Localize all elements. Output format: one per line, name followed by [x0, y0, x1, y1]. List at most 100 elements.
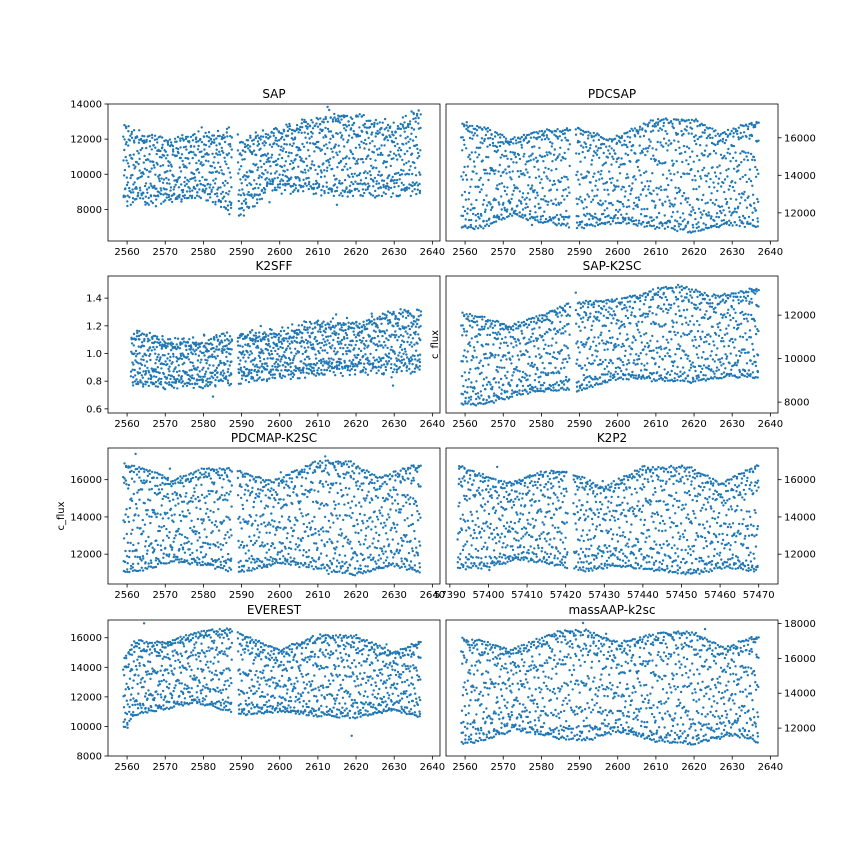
data-point [175, 154, 178, 157]
data-point [320, 360, 323, 363]
data-point [151, 201, 154, 205]
data-point [351, 123, 354, 127]
data-point [372, 356, 375, 359]
data-point [380, 344, 383, 347]
data-point [499, 174, 503, 178]
data-point [328, 360, 331, 363]
data-point [519, 137, 522, 140]
data-point [218, 134, 221, 138]
data-point [526, 205, 529, 209]
data-point [287, 373, 290, 376]
data-point [509, 138, 513, 141]
data-point [618, 172, 622, 175]
data-point [616, 217, 619, 220]
data-point [493, 324, 497, 327]
data-point [625, 143, 628, 147]
data-point [331, 120, 335, 123]
data-point [655, 225, 659, 229]
data-point [150, 184, 153, 187]
data-point [378, 356, 381, 359]
data-point [189, 348, 192, 351]
data-point [303, 346, 306, 349]
data-point [282, 329, 286, 333]
data-point [274, 139, 277, 142]
data-point [690, 118, 694, 122]
data-point [411, 354, 414, 357]
data-point [284, 356, 287, 360]
data-point [473, 321, 477, 324]
data-point [152, 160, 155, 164]
data-point [673, 139, 676, 142]
data-point [273, 373, 276, 376]
data-point [403, 127, 406, 130]
data-point [283, 138, 286, 141]
data-point [579, 128, 583, 132]
data-point [283, 339, 286, 342]
data-point [353, 354, 356, 357]
data-point [485, 343, 488, 346]
data-point [157, 338, 160, 341]
data-point [291, 375, 295, 379]
data-point [687, 147, 691, 150]
data-point [363, 362, 366, 365]
data-point [467, 378, 470, 381]
data-point [707, 172, 710, 175]
data-point [497, 354, 500, 357]
data-point [466, 126, 470, 129]
data-point [515, 142, 518, 145]
data-point [161, 136, 164, 139]
data-point [320, 188, 323, 192]
data-point [525, 168, 528, 171]
data-point [351, 152, 354, 156]
data-point [329, 157, 332, 160]
data-point [591, 217, 594, 220]
data-point [743, 225, 746, 229]
data-point [178, 347, 182, 350]
data-point [315, 362, 319, 365]
data-point [467, 155, 470, 159]
data-point [276, 365, 279, 369]
data-point [369, 173, 372, 177]
data-point [475, 397, 478, 401]
data-point [500, 208, 503, 211]
data-point [245, 171, 249, 174]
data-point [529, 136, 533, 139]
data-point [222, 345, 225, 348]
data-point [265, 368, 269, 371]
data-point [305, 349, 308, 352]
data-point [730, 214, 733, 217]
data-point [586, 193, 589, 196]
data-point [333, 116, 336, 119]
data-point [715, 215, 718, 219]
data-point [399, 122, 402, 126]
data-point [528, 176, 531, 179]
data-point [278, 153, 281, 156]
data-point [527, 133, 531, 136]
data-point [175, 343, 178, 346]
data-point [291, 341, 294, 344]
data-point [603, 222, 607, 226]
data-point [667, 183, 670, 187]
data-point [535, 137, 538, 141]
data-point [136, 194, 140, 197]
data-point [672, 227, 675, 230]
data-point [308, 320, 312, 324]
data-point [705, 180, 708, 183]
data-point [305, 141, 309, 144]
data-point [462, 403, 465, 406]
data-point [306, 328, 309, 331]
data-point [135, 335, 139, 338]
data-point [143, 154, 146, 158]
data-point [392, 157, 395, 160]
data-point [193, 176, 197, 179]
data-point [191, 139, 195, 142]
data-point [307, 363, 311, 366]
data-point [237, 172, 240, 175]
data-point [375, 194, 378, 198]
data-point [393, 179, 396, 182]
data-point [706, 127, 710, 130]
data-point [468, 191, 471, 195]
data-point [335, 366, 339, 369]
data-point [723, 141, 726, 145]
data-point [278, 173, 281, 176]
